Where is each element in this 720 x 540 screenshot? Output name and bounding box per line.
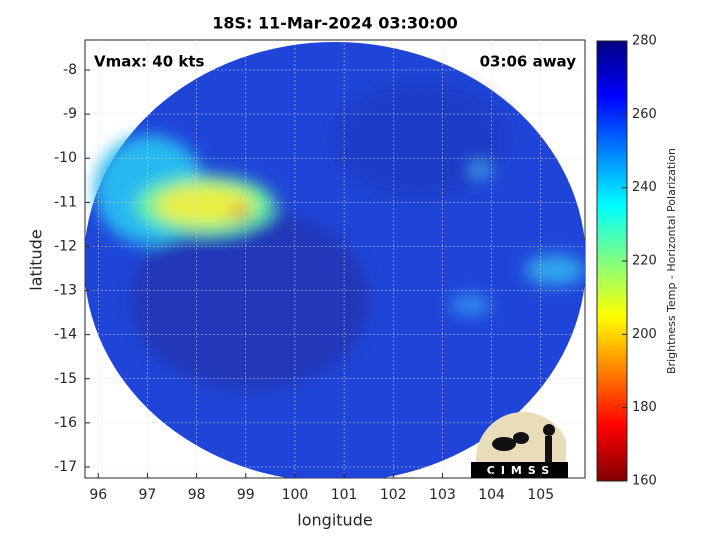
- logo-text: CIMSS: [487, 464, 555, 477]
- logo-band: [471, 462, 568, 478]
- swath-feature: [330, 80, 510, 200]
- x-tick-label: 104: [478, 487, 505, 503]
- x-tick-label: 102: [380, 487, 407, 503]
- colorbar-tick-label: 240: [632, 180, 657, 195]
- x-tick-label: 103: [429, 487, 456, 503]
- y-tick-label: -12: [54, 238, 77, 254]
- y-tick-label: -10: [54, 150, 77, 166]
- y-tick-label: -8: [63, 62, 77, 78]
- colorbar-tick-label: 260: [632, 107, 657, 122]
- y-tick-label: -17: [54, 459, 77, 475]
- x-tick-label: 105: [527, 487, 554, 503]
- x-tick-label: 100: [282, 487, 309, 503]
- colorbar-tick-label: 220: [632, 254, 657, 269]
- logo-tower: [545, 436, 552, 462]
- swath-feature: [232, 207, 248, 217]
- annotation: Vmax: 40 kts: [94, 53, 204, 71]
- colorbar-tick-label: 180: [632, 400, 657, 415]
- x-axis-label: longitude: [297, 511, 372, 530]
- swath-features: [95, 80, 585, 390]
- y-tick-label: -14: [54, 327, 77, 343]
- y-tick-label: -16: [54, 415, 77, 431]
- logo-tower: [543, 424, 555, 436]
- chart-title: 18S: 11-Mar-2024 03:30:00: [212, 14, 458, 33]
- y-tick-label: -15: [54, 371, 77, 387]
- y-tick-label: -13: [54, 283, 77, 299]
- logo-dish: [513, 432, 529, 444]
- colorbar-label: Brightness Temp - Horizontal Polarizatio…: [665, 148, 678, 374]
- colorbar-tick-label: 200: [632, 327, 657, 342]
- field: [85, 42, 585, 478]
- y-tick-label: -9: [63, 106, 77, 122]
- x-tick-label: 99: [237, 487, 255, 503]
- swath-feature: [525, 255, 585, 285]
- logo-dish: [492, 437, 516, 451]
- x-tick-label: 98: [188, 487, 206, 503]
- x-tick-label: 97: [139, 487, 157, 503]
- x-tick-label: 96: [89, 487, 107, 503]
- y-axis-label: latitude: [27, 229, 46, 290]
- colorbar-tick-label: 280: [632, 34, 657, 49]
- swath-feature: [130, 210, 370, 390]
- annotation: 03:06 away: [480, 53, 577, 71]
- swath-feature: [470, 162, 490, 178]
- swath-feature: [450, 295, 490, 315]
- swath-feature: [155, 185, 255, 225]
- x-tick-label: 101: [331, 487, 358, 503]
- y-tick-label: -11: [54, 194, 77, 210]
- logo: CIMSS: [471, 412, 568, 478]
- colorbar-tick-label: 160: [632, 474, 657, 489]
